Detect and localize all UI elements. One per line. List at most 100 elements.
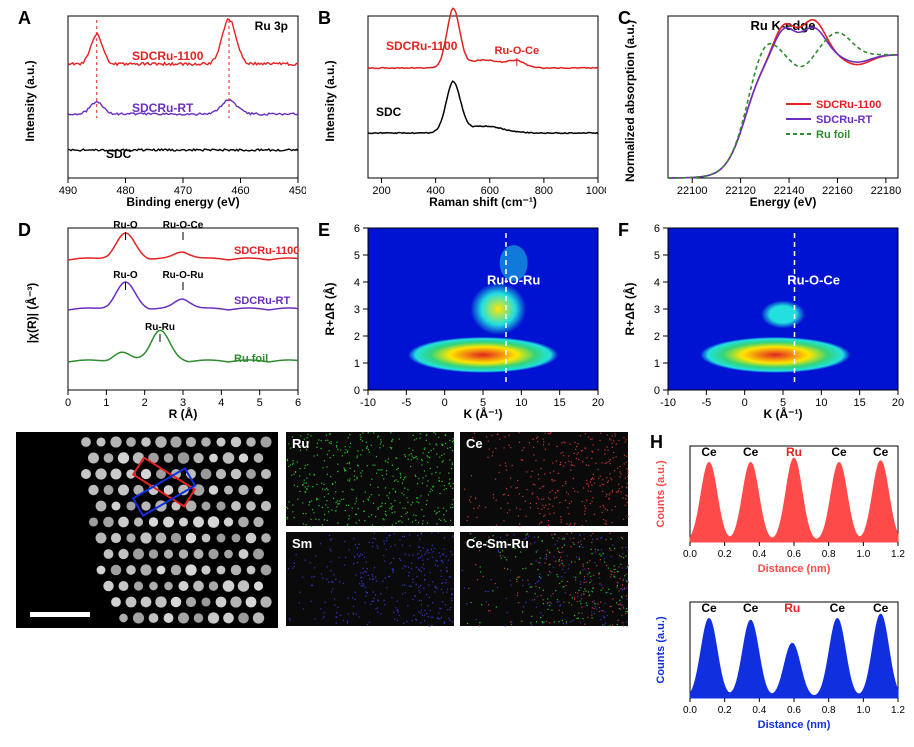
panel-e: E Ru-O-Ru-10-5051015200123456K (Å⁻¹)R+ΔR… bbox=[316, 218, 606, 424]
panel-a-xlabel: Binding energy (eV) bbox=[126, 195, 239, 209]
svg-text:Ru-Ru: Ru-Ru bbox=[145, 322, 175, 333]
svg-text:Ce: Ce bbox=[466, 436, 483, 451]
svg-text:Ru-O-Ce: Ru-O-Ce bbox=[163, 220, 204, 231]
svg-text:15: 15 bbox=[554, 397, 566, 409]
svg-text:20: 20 bbox=[592, 397, 604, 409]
svg-text:SDC: SDC bbox=[106, 147, 132, 161]
svg-text:0.4: 0.4 bbox=[752, 549, 766, 560]
panel-g: G RuCeSmCe-Sm-Ru bbox=[16, 430, 636, 630]
svg-text:Ru-O-Ce: Ru-O-Ce bbox=[787, 273, 840, 288]
svg-text:0.0: 0.0 bbox=[683, 549, 697, 560]
panel-c-label: C bbox=[618, 8, 631, 29]
svg-text:SDCRu-1100: SDCRu-1100 bbox=[132, 49, 204, 63]
svg-text:Distance (nm): Distance (nm) bbox=[758, 563, 831, 575]
svg-text:Ru-O: Ru-O bbox=[113, 220, 138, 231]
panel-b-xlabel: Raman shift (cm⁻¹) bbox=[429, 195, 537, 209]
svg-text:5: 5 bbox=[354, 250, 360, 262]
svg-text:2: 2 bbox=[142, 397, 148, 409]
svg-text:Ce: Ce bbox=[830, 601, 846, 615]
svg-text:22180: 22180 bbox=[871, 185, 902, 197]
panel-g-content: RuCeSmCe-Sm-Ru bbox=[16, 430, 636, 630]
panel-d-xlabel: R (Å) bbox=[169, 406, 198, 421]
svg-text:4: 4 bbox=[654, 277, 660, 289]
svg-text:Counts (a.u.): Counts (a.u.) bbox=[655, 616, 667, 684]
svg-text:10: 10 bbox=[515, 397, 527, 409]
svg-text:0.8: 0.8 bbox=[822, 549, 836, 560]
svg-text:0: 0 bbox=[442, 397, 448, 409]
svg-text:15: 15 bbox=[854, 397, 866, 409]
panel-e-plot: Ru-O-Ru-10-5051015200123456K (Å⁻¹)R+ΔR (… bbox=[316, 218, 606, 424]
svg-text:0.2: 0.2 bbox=[718, 549, 732, 560]
panel-d-ylabel: |χ(R)| (Å⁻³) bbox=[24, 283, 39, 344]
svg-text:6: 6 bbox=[354, 223, 360, 235]
svg-text:1.2: 1.2 bbox=[891, 705, 905, 716]
svg-text:2: 2 bbox=[654, 331, 660, 343]
panel-b-label: B bbox=[318, 8, 331, 29]
svg-text:SDCRu-RT: SDCRu-RT bbox=[132, 101, 194, 115]
svg-text:R+ΔR (Å): R+ΔR (Å) bbox=[622, 283, 637, 336]
panel-h-label: H bbox=[650, 432, 663, 453]
panel-c: C Ru K-edge 2210022120221402216022180 En… bbox=[616, 6, 906, 212]
svg-text:0.6: 0.6 bbox=[787, 705, 801, 716]
svg-text:Ru-O: Ru-O bbox=[113, 270, 138, 281]
svg-text:Counts (a.u.): Counts (a.u.) bbox=[655, 460, 667, 528]
panel-f: F Ru-O-Ce-10-5051015200123456K (Å⁻¹)R+ΔR… bbox=[616, 218, 906, 424]
panel-a-corner: Ru 3p bbox=[255, 19, 288, 33]
svg-text:5: 5 bbox=[257, 397, 263, 409]
svg-text:Ce: Ce bbox=[701, 445, 717, 459]
svg-text:SDCRu-1100: SDCRu-1100 bbox=[816, 99, 881, 111]
panel-b: B Ru-O-Ce 2004006008001000 Raman shift (… bbox=[316, 6, 606, 212]
panel-d: D Ru-ORu-O-CeRu-ORu-O-RuRu-Ru 0123456 R … bbox=[16, 218, 306, 424]
panel-c-ylabel: Normalized absorption (a.u.) bbox=[623, 20, 637, 182]
svg-text:5: 5 bbox=[654, 250, 660, 262]
svg-text:4: 4 bbox=[218, 397, 224, 409]
panel-a-plot: Ru 3p 490480470460450 Binding energy (eV… bbox=[16, 6, 306, 212]
svg-text:SDCRu-RT: SDCRu-RT bbox=[816, 114, 872, 126]
svg-text:SDC: SDC bbox=[376, 105, 402, 119]
panel-f-label: F bbox=[618, 220, 629, 241]
svg-text:-10: -10 bbox=[660, 397, 676, 409]
panel-b-plot: Ru-O-Ce 2004006008001000 Raman shift (cm… bbox=[316, 6, 606, 212]
svg-text:R+ΔR (Å): R+ΔR (Å) bbox=[322, 283, 337, 336]
svg-text:0.2: 0.2 bbox=[718, 705, 732, 716]
svg-text:Ce: Ce bbox=[743, 445, 759, 459]
svg-text:20: 20 bbox=[892, 397, 904, 409]
svg-text:Ru: Ru bbox=[786, 445, 802, 459]
panel-h-plot: Ce Ce Ru Ce Ce 0.0 0.2 0.4 0.6 0.8 1.0 1.2 Distance … bbox=[648, 430, 906, 740]
panel-g-label: G bbox=[18, 432, 32, 453]
svg-text:450: 450 bbox=[289, 185, 306, 197]
svg-text:SDCRu-RT: SDCRu-RT bbox=[234, 295, 290, 307]
svg-text:1.0: 1.0 bbox=[856, 705, 870, 716]
svg-text:Ru: Ru bbox=[292, 436, 309, 451]
svg-text:1: 1 bbox=[103, 397, 109, 409]
svg-text:0: 0 bbox=[65, 397, 71, 409]
svg-text:Ce: Ce bbox=[873, 601, 889, 615]
svg-text:6: 6 bbox=[295, 397, 301, 409]
svg-text:Ce: Ce bbox=[873, 445, 889, 459]
svg-text:0.6: 0.6 bbox=[787, 549, 801, 560]
svg-text:6: 6 bbox=[654, 223, 660, 235]
svg-text:Sm: Sm bbox=[292, 536, 312, 551]
svg-text:2: 2 bbox=[354, 331, 360, 343]
panel-d-label: D bbox=[18, 220, 31, 241]
svg-text:Ce: Ce bbox=[701, 601, 717, 615]
svg-text:10: 10 bbox=[815, 397, 827, 409]
svg-text:22100: 22100 bbox=[677, 185, 708, 197]
panel-h: H Ce Ce Ru Ce Ce 0.0 0.2 0.4 0.6 0.8 1.0 1.2 Distanc… bbox=[648, 430, 906, 740]
svg-text:SDCRu-1100: SDCRu-1100 bbox=[234, 245, 299, 257]
panel-c-plot: Ru K-edge 2210022120221402216022180 Ener… bbox=[616, 6, 906, 212]
svg-text:SDCRu-1100: SDCRu-1100 bbox=[386, 39, 458, 53]
svg-text:1.0: 1.0 bbox=[856, 549, 870, 560]
svg-text:3: 3 bbox=[354, 304, 360, 316]
svg-text:1: 1 bbox=[654, 358, 660, 370]
svg-text:0: 0 bbox=[654, 385, 660, 397]
panel-f-plot: Ru-O-Ce-10-5051015200123456K (Å⁻¹)R+ΔR (… bbox=[616, 218, 906, 424]
svg-text:3: 3 bbox=[654, 304, 660, 316]
svg-text:1: 1 bbox=[354, 358, 360, 370]
svg-text:0: 0 bbox=[354, 385, 360, 397]
svg-text:22160: 22160 bbox=[822, 185, 853, 197]
svg-text:0: 0 bbox=[742, 397, 748, 409]
svg-text:800: 800 bbox=[535, 185, 553, 197]
svg-text:K (Å⁻¹): K (Å⁻¹) bbox=[464, 406, 503, 421]
panel-a-label: A bbox=[18, 8, 31, 29]
